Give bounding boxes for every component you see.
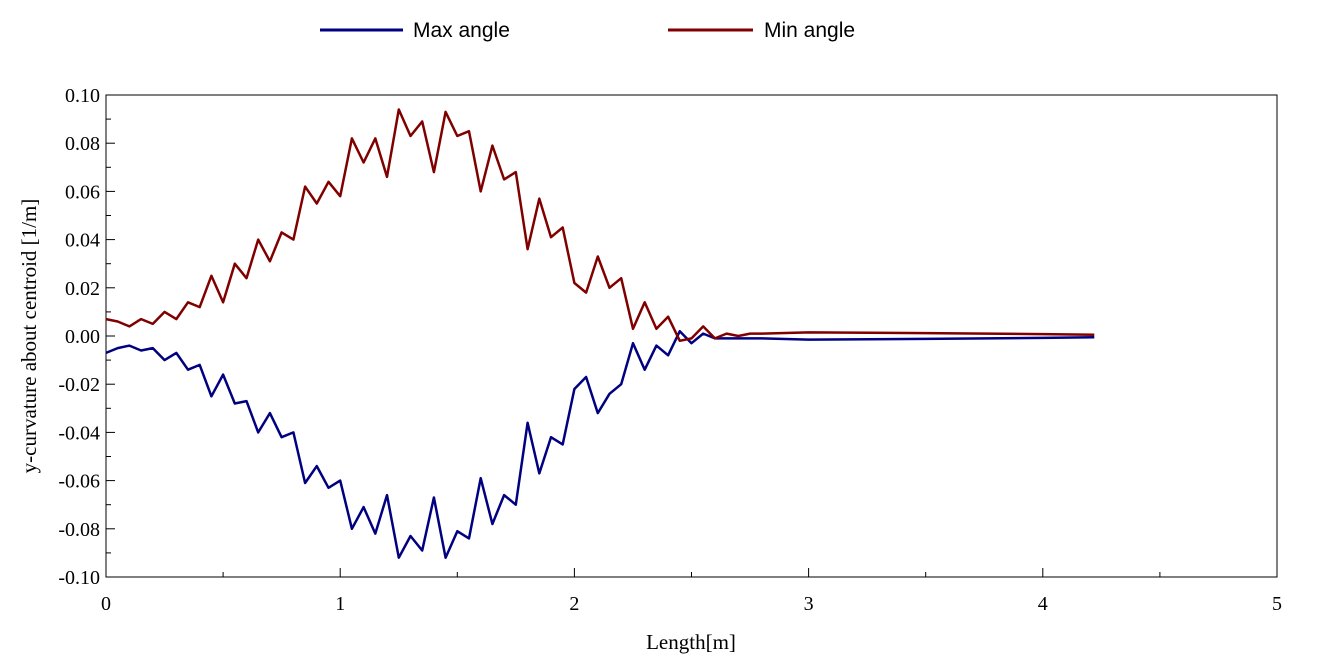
series-line-min-angle bbox=[105, 108, 1095, 343]
y-tick-label: -0.08 bbox=[58, 519, 100, 541]
x-tick-label: 2 bbox=[569, 593, 579, 615]
plot-area bbox=[105, 94, 1278, 578]
y-tick-label: 0.06 bbox=[65, 181, 100, 203]
series-layer bbox=[105, 108, 1095, 559]
x-tick-label: 0 bbox=[101, 593, 111, 615]
series-line-max-angle bbox=[105, 329, 1095, 559]
y-axis-title: y-curvature about centroid [1/m] bbox=[17, 199, 41, 474]
legend: Max angle Min angle bbox=[320, 19, 855, 42]
y-tick-label: -0.10 bbox=[58, 567, 100, 589]
y-tick-label: 0.02 bbox=[65, 278, 100, 300]
y-tick-label: 0.04 bbox=[65, 230, 100, 252]
y-tick-label: 0.10 bbox=[65, 85, 100, 107]
legend-label-min-angle: Min angle bbox=[764, 19, 855, 42]
x-tick-label: 3 bbox=[804, 593, 814, 615]
x-tick-label: 4 bbox=[1038, 593, 1048, 615]
x-tick-label: 1 bbox=[335, 593, 345, 615]
y-tick-label: -0.04 bbox=[58, 422, 100, 444]
x-axis-title: Length[m] bbox=[646, 630, 736, 654]
x-axis: 0 1 2 3 4 5 bbox=[101, 568, 1282, 615]
y-axis: 0.10 0.08 0.06 0.04 0.02 0.00 -0.02 -0.04 -0.06 -… bbox=[58, 85, 115, 589]
legend-label-max-angle: Max angle bbox=[413, 19, 510, 42]
y-tick-label: -0.06 bbox=[58, 471, 100, 493]
y-tick-label: 0.08 bbox=[65, 133, 100, 155]
x-tick-label: 5 bbox=[1272, 593, 1282, 615]
y-tick-label: 0.00 bbox=[65, 326, 100, 348]
y-tick-label: -0.02 bbox=[58, 374, 100, 396]
